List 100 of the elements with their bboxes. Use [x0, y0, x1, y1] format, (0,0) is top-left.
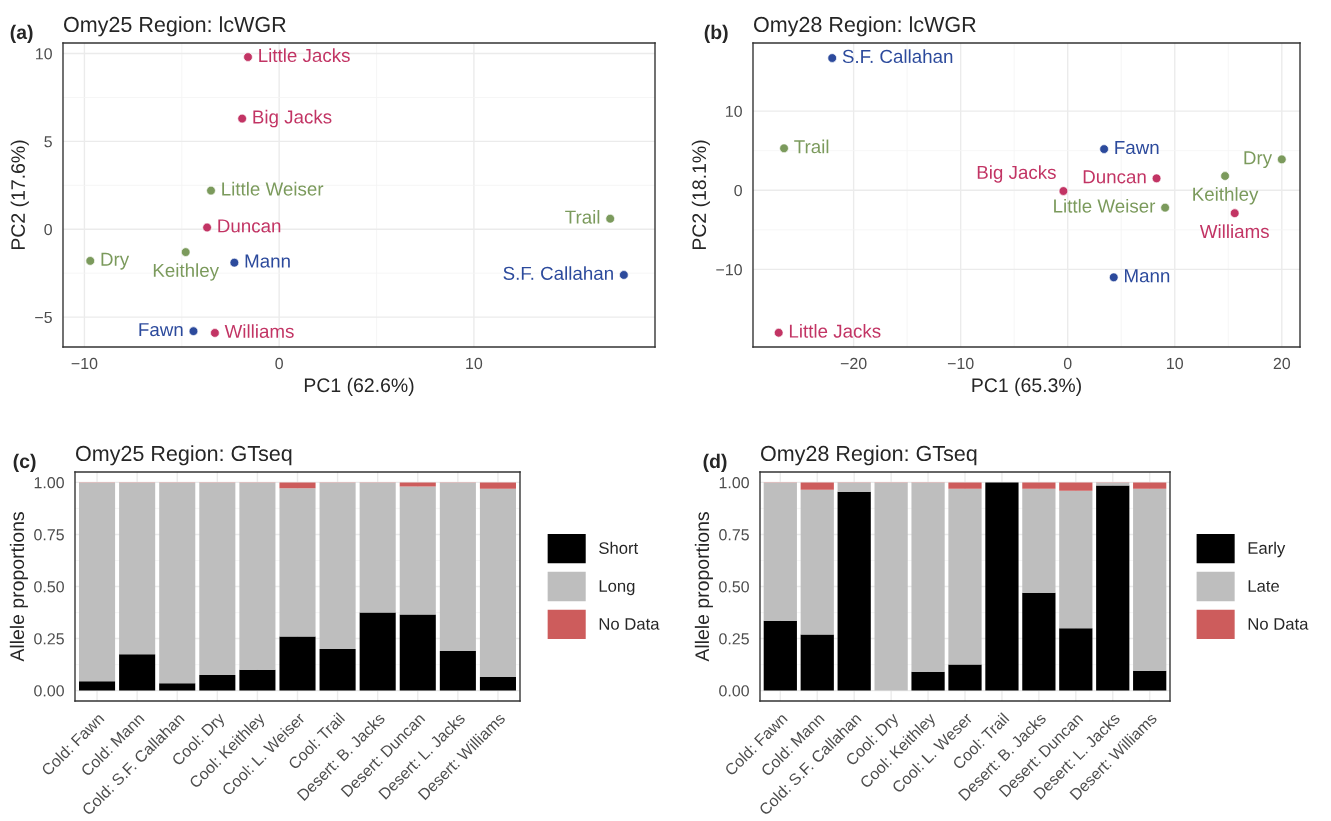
bar	[911, 671, 945, 691]
bar	[119, 482, 156, 655]
annotation: S.F. Callahan	[842, 49, 953, 64]
bar	[948, 488, 982, 665]
bar	[948, 482, 982, 489]
bar	[279, 636, 316, 691]
x-tick-label: 10	[1167, 357, 1184, 370]
bar	[79, 681, 116, 691]
text: (b)	[704, 24, 728, 43]
x-tick-label: 10	[466, 357, 483, 370]
bar	[439, 482, 476, 652]
bar	[119, 654, 156, 691]
bar	[1096, 485, 1130, 691]
annotation: Big Jacks	[253, 109, 332, 128]
bar	[279, 482, 316, 489]
legend-label: No Data	[1248, 618, 1309, 630]
x-tick-label: −20	[840, 357, 867, 370]
bar	[911, 482, 945, 672]
y-tick-label: 10	[36, 48, 52, 60]
annotation: Duncan	[1083, 170, 1146, 184]
y-axis-title: PC2 (18.1%)	[691, 140, 710, 250]
y-axis-title: Allele proportions	[9, 512, 28, 662]
bar	[1022, 488, 1056, 593]
y-axis-title: PC2 (17.6%)	[10, 140, 29, 250]
y-tick-label: 0.25	[719, 633, 749, 645]
bar	[479, 488, 516, 678]
bar	[985, 482, 1019, 691]
legend-label: Early	[1248, 541, 1286, 558]
bar	[800, 489, 834, 635]
bar	[159, 482, 196, 684]
x-tick-label: −10	[71, 357, 98, 370]
annotation: Mann	[1125, 269, 1170, 283]
x-tick-label: 20	[1273, 357, 1291, 370]
annotation: Trail	[794, 139, 829, 154]
x-axis-title: PC1 (62.6%)	[304, 377, 414, 396]
bar	[800, 482, 834, 490]
bar	[874, 482, 908, 691]
annotation: Duncan	[218, 219, 281, 233]
annotation: S.F. Callahan	[503, 266, 613, 280]
bar	[1059, 490, 1093, 629]
annotation: Little Jacks	[789, 324, 881, 338]
annotation: Mann	[245, 254, 290, 268]
y-tick-label: 0.00	[34, 685, 64, 697]
y-tick-label: 0	[44, 223, 52, 236]
bar	[1133, 488, 1167, 671]
annotation: Williams	[1199, 224, 1269, 239]
x-tick-label: 0	[275, 357, 283, 370]
annotation: Little Jacks	[259, 48, 350, 63]
bar	[1022, 592, 1056, 691]
y-tick-label: 0.75	[719, 529, 749, 541]
bar	[399, 614, 436, 691]
annotation: Keithley	[1193, 187, 1259, 205]
y-tick-label: 0.25	[34, 633, 64, 645]
bar	[399, 482, 436, 487]
chart-title: Omy25 Region: GTseq	[76, 445, 292, 466]
bar	[1022, 482, 1056, 489]
bar	[199, 482, 236, 675]
bar	[763, 620, 797, 691]
y-tick-label: 0.50	[719, 581, 749, 593]
y-tick-label: −10	[716, 264, 742, 276]
y-tick-label: 0.00	[719, 685, 749, 697]
y-tick-label: 0.75	[34, 529, 64, 541]
bar	[279, 488, 316, 637]
bar	[239, 482, 276, 670]
bar	[159, 683, 196, 691]
bar	[359, 612, 396, 691]
bar	[763, 482, 797, 621]
annotation: Fawn	[1115, 141, 1159, 155]
bar	[319, 482, 356, 649]
annotation: Fawn	[139, 323, 183, 337]
chart-title: Omy25 Region: lcWGR	[64, 16, 286, 37]
bar	[79, 482, 116, 682]
legend-label: Late	[1248, 580, 1279, 592]
legend-label: No Data	[599, 618, 660, 630]
bar	[1133, 670, 1167, 691]
legend-label: Short	[599, 541, 639, 554]
y-axis-title: Allele proportions	[694, 512, 713, 662]
bar	[837, 482, 871, 492]
annotation: Williams	[224, 324, 294, 338]
y-tick-label: 1.00	[34, 477, 64, 489]
annotation: Trail	[565, 209, 600, 224]
annotation: Big Jacks	[977, 165, 1056, 183]
annotation: Dry	[1244, 151, 1273, 169]
bar	[319, 648, 356, 691]
x-tick-label: −10	[947, 357, 974, 370]
chart-title: Omy28 Region: GTseq	[761, 445, 977, 466]
y-tick-label: 0.50	[34, 581, 64, 593]
bar	[479, 482, 516, 489]
annotation: Keithley	[153, 263, 219, 281]
y-tick-label: 1.00	[719, 477, 749, 489]
y-tick-label: −5	[35, 311, 52, 324]
chart-title: Omy28 Region: lcWGR	[754, 16, 976, 37]
bar	[1059, 628, 1093, 691]
annotation: Little Weiser	[1054, 198, 1156, 213]
annotation: Dry	[101, 252, 130, 270]
annotation: Little Weiser	[222, 181, 324, 196]
x-axis-title: PC1 (65.3%)	[972, 377, 1081, 396]
text: (a)	[10, 24, 33, 43]
bar	[479, 677, 516, 691]
bar	[199, 674, 236, 691]
